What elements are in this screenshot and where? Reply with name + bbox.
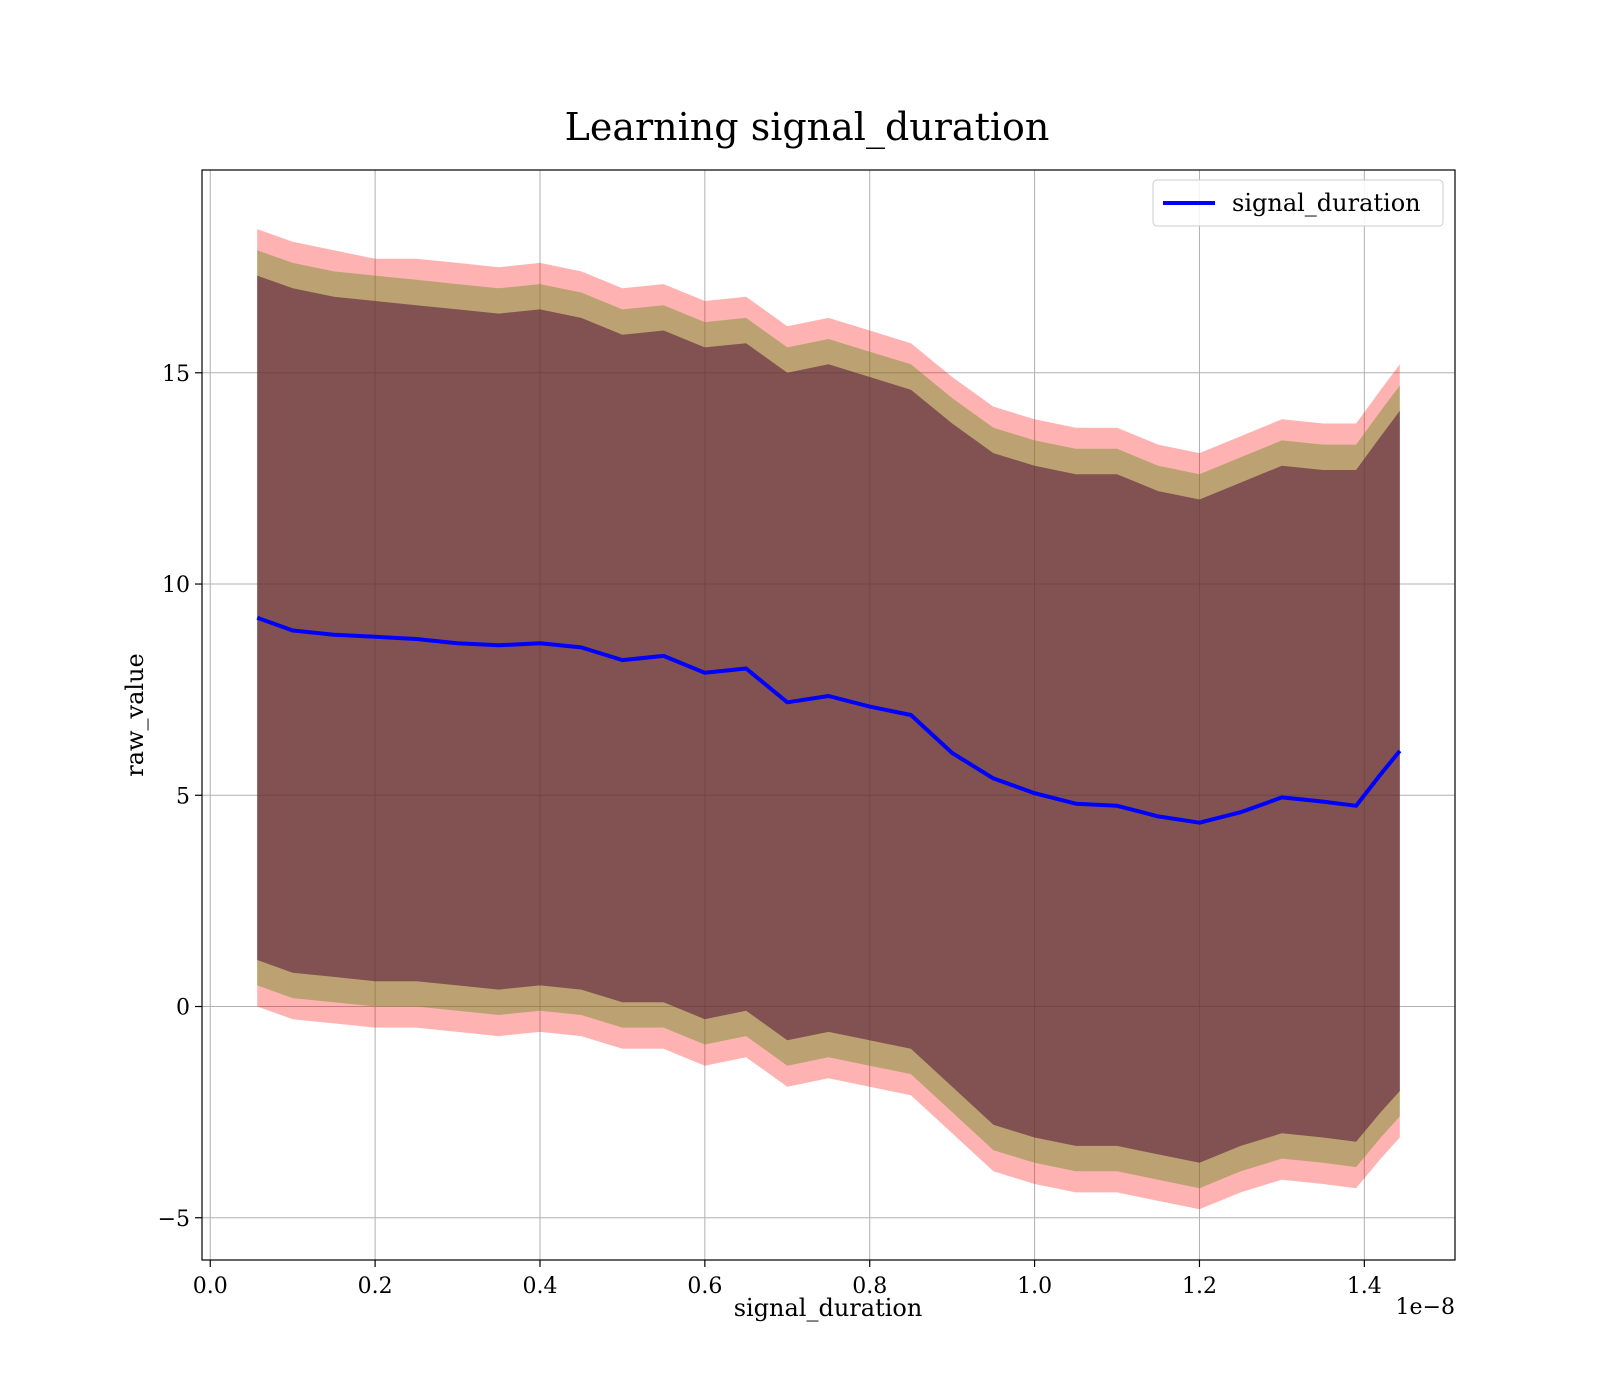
series-lines [256, 615, 1402, 825]
x-tick-label: 0.2 [358, 1274, 393, 1299]
y-tick-label: −5 [158, 1207, 190, 1232]
band-inner [257, 275, 1400, 1163]
legend: signal_duration [1152, 179, 1444, 227]
x-tick-label: 0.0 [193, 1274, 228, 1299]
x-axis-offset-text: 1e−8 [1396, 1295, 1455, 1320]
y-tick-label: 5 [176, 784, 190, 809]
x-axis-ticks: 0.0 0.2 0.4 0.6 0.8 1.0 1.2 1.4 [193, 1260, 1382, 1299]
y-tick-label: 0 [176, 996, 190, 1021]
x-tick-label: 1.4 [1347, 1274, 1382, 1299]
x-tick-label: 0.8 [852, 1274, 887, 1299]
legend-box [1152, 179, 1444, 227]
y-axis-label: raw_value [121, 653, 149, 777]
x-tick-label: 1.2 [1182, 1274, 1217, 1299]
confidence-bands [257, 229, 1400, 1210]
x-axis-label: signal_duration [734, 1294, 923, 1322]
legend-entry-label: signal_duration [1232, 189, 1421, 217]
x-tick-label: 0.4 [522, 1274, 557, 1299]
series-line [256, 615, 1402, 825]
chart-title: Learning signal_duration [565, 105, 1050, 150]
x-tick-label: 1.0 [1017, 1274, 1052, 1299]
y-axis-ticks: −5 0 5 10 15 [158, 362, 202, 1232]
x-tick-label: 0.6 [687, 1274, 722, 1299]
y-tick-label: 15 [162, 362, 190, 387]
y-tick-label: 10 [162, 573, 190, 598]
plot-frame [201, 169, 1456, 1261]
